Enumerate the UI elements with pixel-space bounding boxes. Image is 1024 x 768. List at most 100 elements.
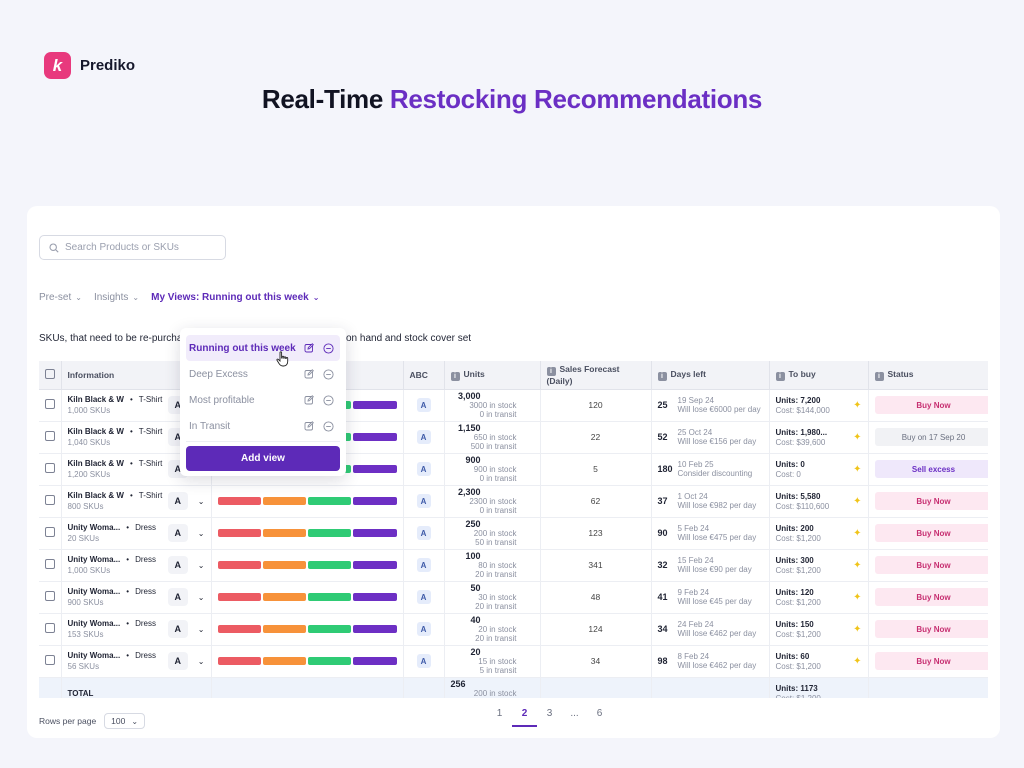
sparkle-icon[interactable]: ✦	[853, 559, 862, 571]
filter-2[interactable]: My Views: Running out this week ⌄	[151, 292, 319, 303]
header-abc[interactable]: ABC	[403, 361, 445, 390]
sparkle-icon[interactable]: ✦	[853, 463, 862, 475]
row-checkbox[interactable]	[45, 655, 55, 665]
to-buy-units: Units: 1,980...	[775, 427, 828, 437]
edit-icon[interactable]	[304, 395, 314, 405]
edit-icon[interactable]	[304, 369, 314, 379]
table-row[interactable]: Unity Woma... • Dress 56 SKUs A ⌄ A 20 15 in sto…	[39, 645, 988, 678]
abc-class-select[interactable]: A⌄	[167, 492, 205, 510]
sparkle-icon[interactable]: ✦	[853, 495, 862, 507]
row-checkbox-cell[interactable]	[39, 517, 62, 550]
row-checkbox[interactable]	[45, 495, 55, 505]
row-checkbox-cell[interactable]	[39, 421, 62, 454]
page-1[interactable]: 2	[512, 706, 537, 727]
view-option-3[interactable]: In Transit	[186, 413, 340, 439]
view-option-0[interactable]: Running out this week	[186, 335, 340, 361]
row-checkbox-cell[interactable]	[39, 645, 62, 678]
filter-0[interactable]: Pre-set ⌄	[39, 292, 82, 303]
abc-class-select[interactable]: A⌄	[167, 556, 205, 574]
days-left-detail: 1 Oct 24 Will lose €982 per day	[678, 492, 757, 510]
view-option-2[interactable]: Most profitable	[186, 387, 340, 413]
row-checkbox[interactable]	[45, 399, 55, 409]
row-checkbox[interactable]	[45, 463, 55, 473]
status-button[interactable]: Buy Now	[874, 524, 988, 542]
table-row[interactable]: Unity Woma... • Dress 1,000 SKUs A ⌄ A 100 80 in…	[39, 549, 988, 582]
header-checkbox-cell[interactable]	[39, 361, 62, 390]
product-info-cell: Unity Woma... • Dress 900 SKUs A ⌄	[61, 581, 212, 614]
search-input[interactable]	[65, 242, 215, 253]
header-to-buy[interactable]: i To buy	[769, 361, 869, 390]
row-checkbox[interactable]	[45, 623, 55, 633]
to-buy-text: Units: 1,980... Cost: $39,600	[776, 428, 828, 447]
to-buy-cell: Units: 1,980... Cost: $39,600 ✦	[769, 421, 869, 454]
row-checkbox-cell[interactable]	[39, 549, 62, 582]
edit-icon[interactable]	[304, 343, 314, 353]
row-checkbox-cell[interactable]	[39, 613, 62, 646]
to-buy-cost: Cost: $144,000	[775, 405, 830, 415]
stockout-date: 9 Feb 24	[677, 588, 710, 597]
status-button[interactable]: Buy on 17 Sep 20	[874, 428, 988, 446]
breakdown-bar-3	[353, 593, 397, 601]
sparkle-icon[interactable]: ✦	[853, 399, 862, 411]
page-2[interactable]: 3	[546, 708, 553, 719]
sparkle-icon[interactable]: ✦	[853, 431, 862, 443]
row-checkbox-cell[interactable]	[39, 485, 62, 518]
product-name-line: Unity Woma... • Dress	[68, 523, 156, 532]
abc-class-select[interactable]: A⌄	[167, 524, 205, 542]
row-checkbox[interactable]	[45, 431, 55, 441]
abc-badge: A	[416, 654, 431, 668]
to-buy-units: Units: 300	[775, 555, 814, 565]
table-row[interactable]: Kiln Black & W • T-Shirt 800 SKUs A ⌄ A 2,300 23…	[39, 485, 988, 518]
remove-icon[interactable]	[323, 394, 334, 406]
remove-icon[interactable]	[323, 420, 334, 432]
row-checkbox-cell[interactable]	[39, 581, 62, 614]
page-3: ...	[570, 708, 579, 719]
remove-icon[interactable]	[323, 368, 334, 380]
row-checkbox-cell[interactable]	[39, 453, 62, 486]
search-box[interactable]	[39, 235, 226, 260]
status-button[interactable]: Buy Now	[874, 492, 988, 510]
header-days-left[interactable]: i Days left	[651, 361, 770, 390]
abc-class-select[interactable]: A⌄	[167, 588, 205, 606]
product-skus: 800 SKUs	[67, 502, 104, 511]
filter-1[interactable]: Insights ⌄	[94, 292, 139, 303]
status-button[interactable]: Buy Now	[874, 588, 988, 606]
to-buy: Units: 150 Cost: $1,200 ✦	[776, 620, 862, 639]
header-forecast[interactable]: i Sales Forecast (Daily)	[540, 361, 652, 390]
rows-per-page-select[interactable]: 100 ⌄	[104, 713, 146, 729]
row-checkbox[interactable]	[45, 527, 55, 537]
status-button[interactable]: Buy Now	[874, 396, 988, 414]
table-row[interactable]: Unity Woma... • Dress 153 SKUs A ⌄ A 40 20 in st…	[39, 613, 988, 646]
row-checkbox[interactable]	[45, 591, 55, 601]
header-status-label: Status	[887, 368, 914, 379]
page-4[interactable]: 6	[596, 708, 603, 719]
table-row[interactable]: Unity Woma... • Dress 20 SKUs A ⌄ A 250 200 in s…	[39, 517, 988, 550]
table-row[interactable]: Unity Woma... • Dress 900 SKUs A ⌄ A 50 30 in st…	[39, 581, 988, 614]
status-button[interactable]: Sell excess	[874, 460, 988, 478]
header-units[interactable]: i Units	[444, 361, 541, 390]
abc-class-select[interactable]: A⌄	[167, 652, 205, 670]
units-in-stock: 2300 in stock	[469, 497, 517, 507]
days-left-value: 180	[657, 464, 673, 474]
view-option-1[interactable]: Deep Excess	[186, 361, 340, 387]
product-text: Unity Woma... • Dress 153 SKUs	[68, 619, 156, 639]
add-view-button[interactable]: Add view	[186, 446, 340, 471]
abc-class-select[interactable]: A⌄	[167, 620, 205, 638]
edit-icon[interactable]	[304, 421, 314, 431]
filter-label: Insights	[93, 292, 129, 303]
status-button[interactable]: Buy Now	[874, 556, 988, 574]
remove-icon[interactable]	[323, 342, 334, 354]
select-all-checkbox[interactable]	[45, 368, 55, 379]
status-button[interactable]: Buy Now	[874, 620, 988, 638]
page-0[interactable]: 1	[496, 708, 503, 719]
header-status[interactable]: i Status	[868, 361, 988, 390]
sparkle-icon[interactable]: ✦	[853, 623, 862, 635]
sparkle-icon[interactable]: ✦	[853, 655, 862, 667]
sparkle-icon[interactable]: ✦	[853, 591, 862, 603]
sparkle-icon[interactable]: ✦	[853, 527, 862, 539]
status-button[interactable]: Buy Now	[874, 652, 988, 670]
status-cell: Sell excess	[868, 453, 988, 486]
row-checkbox[interactable]	[45, 559, 55, 569]
row-checkbox-cell[interactable]	[39, 389, 62, 422]
